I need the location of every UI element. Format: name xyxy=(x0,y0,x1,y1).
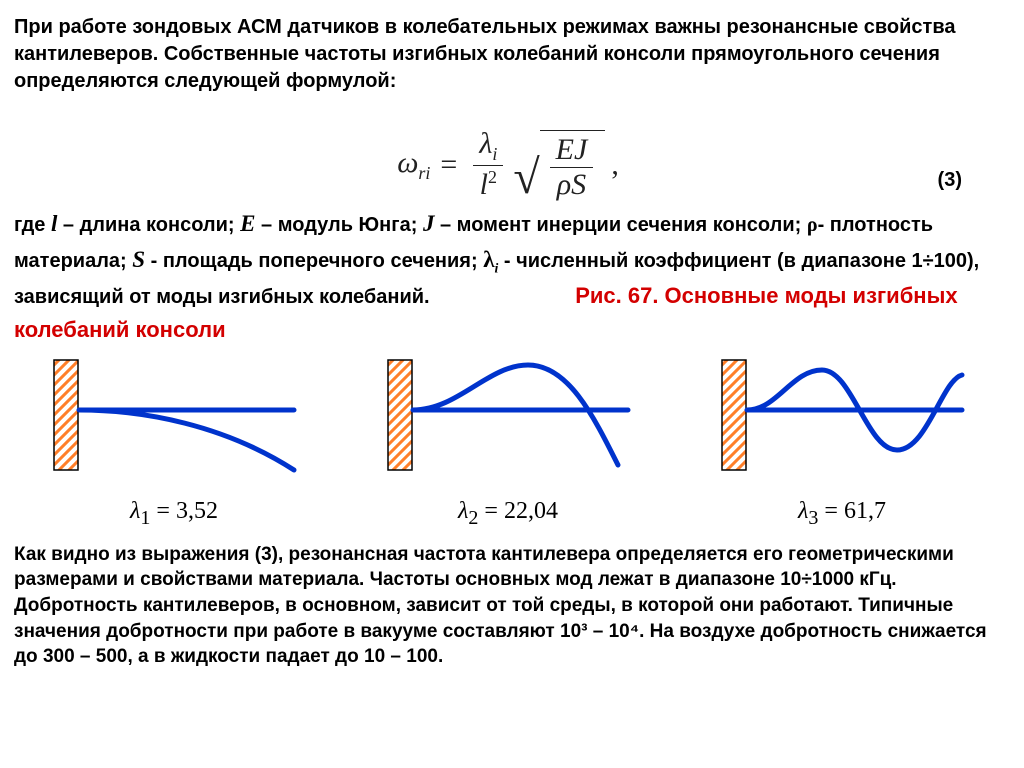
lambda-sub: i xyxy=(492,144,497,164)
mode-diagram-3 xyxy=(692,355,992,480)
mode-curve xyxy=(413,365,628,465)
lambda-label-1: λ1 = 3,52 xyxy=(130,498,218,530)
sym-E: E xyxy=(240,211,255,236)
mode-diagram-1 xyxy=(24,355,324,480)
mode-diagram-2 xyxy=(358,355,658,480)
defs-l: – длина консоли; xyxy=(57,214,240,236)
surd-sign: √ xyxy=(513,156,539,199)
lambda-label-3: λ3 = 61,7 xyxy=(798,498,886,530)
rad-num: EJ xyxy=(550,135,594,165)
wall-hatch xyxy=(388,360,412,470)
formula-lhs: ωri xyxy=(397,146,430,184)
mode-curve xyxy=(747,370,962,450)
equals-sign: = xyxy=(440,148,457,182)
mode-2: λ2 = 22,04 xyxy=(348,355,668,530)
intro-paragraph: При работе зондовых АСМ датчиков в колеб… xyxy=(14,14,1002,95)
defs-E: – модуль Юнга; xyxy=(255,214,422,236)
defs-prefix: где xyxy=(14,214,51,236)
radicand-frac: EJ ρS xyxy=(550,135,594,200)
formula: ωri = λi l2 √ EJ ρS xyxy=(397,129,619,200)
l-sym: l xyxy=(480,168,488,201)
definitions-paragraph: где l – длина консоли; E – модуль Юнга; … xyxy=(14,206,1002,347)
formula-omega: ω xyxy=(397,146,418,179)
lambda-sym: λ xyxy=(479,127,492,160)
sym-S: S xyxy=(132,247,145,272)
page-root: При работе зондовых АСМ датчиков в колеб… xyxy=(0,0,1024,684)
conclusion-paragraph: Как видно из выражения (3), резонансная … xyxy=(14,542,1002,670)
radical: √ EJ ρS xyxy=(513,130,605,200)
wall-hatch xyxy=(722,360,746,470)
rad-den: ρS xyxy=(551,170,592,200)
formula-row: ωri = λi l2 √ EJ ρS xyxy=(14,105,1002,200)
lambda-frac: λi l2 xyxy=(473,129,503,200)
mode-3: λ3 = 61,7 xyxy=(682,355,1002,530)
modes-row: λ1 = 3,52 λ2 = 22,04 λ3 = 61,7 xyxy=(14,355,1002,530)
l-sup: 2 xyxy=(488,167,497,187)
sym-rho: ρ xyxy=(807,214,818,236)
defs-J: – момент инерции сечения консоли; xyxy=(434,214,806,236)
trailing-comma: , xyxy=(611,148,619,182)
sym-J: J xyxy=(423,211,435,236)
mode-curve xyxy=(79,410,294,470)
frac-den: l2 xyxy=(474,168,503,200)
radicand: EJ ρS xyxy=(540,130,606,200)
sym-lambda: λ xyxy=(483,247,494,272)
formula-omega-sub: ri xyxy=(418,163,430,183)
frac-num: λi xyxy=(473,129,503,163)
wall-hatch xyxy=(54,360,78,470)
equation-number: (3) xyxy=(938,169,962,192)
mode-1: λ1 = 3,52 xyxy=(14,355,334,530)
frac-bar xyxy=(473,165,503,166)
lambda-label-2: λ2 = 22,04 xyxy=(458,498,558,530)
defs-S: - площадь поперечного сечения; xyxy=(145,250,483,272)
